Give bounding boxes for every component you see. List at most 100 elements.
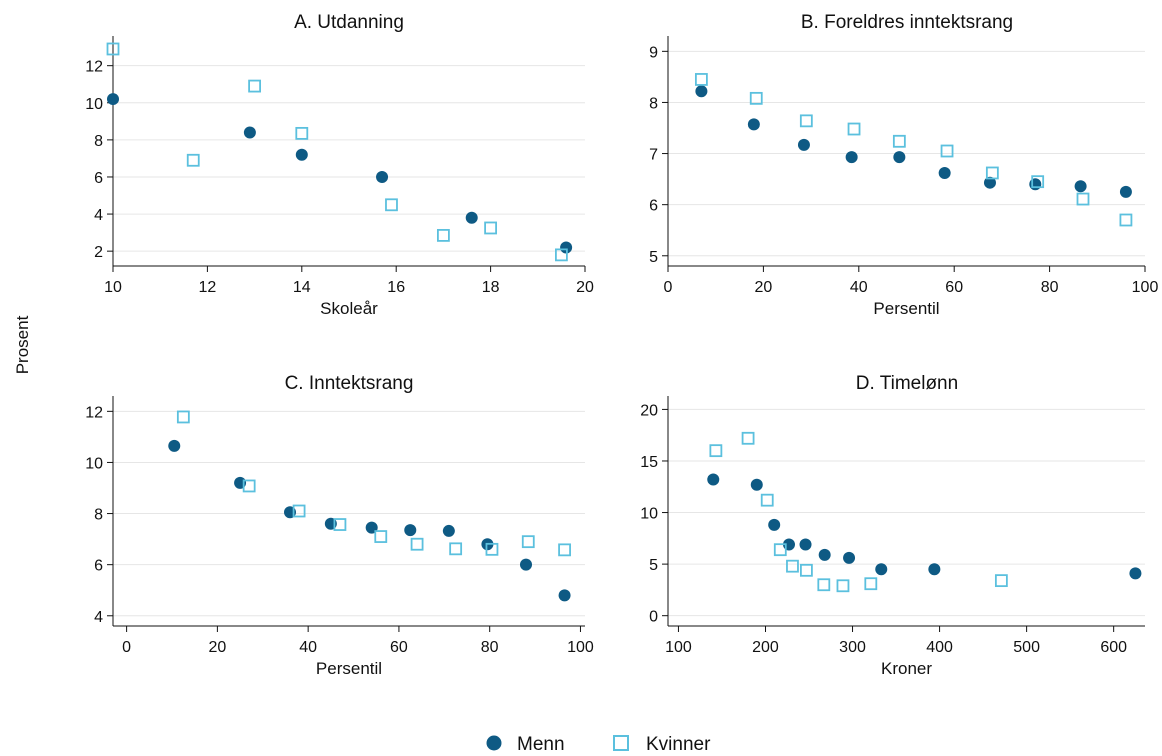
x-axis-label: Kroner xyxy=(881,659,932,678)
x-tick-label: 40 xyxy=(850,279,868,296)
x-tick-label: 0 xyxy=(122,639,131,656)
panel-3: C. Inntektsrang 4 6 8 10 12 0 20 40 60 80 100 Persen… xyxy=(85,373,594,678)
y-tick-label: 5 xyxy=(649,249,658,266)
point-kvinner xyxy=(295,126,309,140)
x-tick-label: 12 xyxy=(199,279,217,296)
point-kvinner xyxy=(385,198,398,212)
point-kvinner xyxy=(694,73,708,86)
point-menn xyxy=(442,524,455,537)
point-kvinner xyxy=(741,431,755,445)
point-menn xyxy=(818,548,831,561)
legend-label-kvinner: Kvinner xyxy=(646,734,711,755)
point-kvinner xyxy=(760,493,774,507)
panel-title: D. Timelønn xyxy=(856,373,958,394)
point-kvinner xyxy=(799,563,813,577)
panel-2: B. Foreldres inntektsrang 5 6 7 8 9 0 20 40 60 80 1… xyxy=(649,12,1158,318)
x-tick-label: 500 xyxy=(1013,639,1040,656)
x-tick-label: 100 xyxy=(1132,279,1159,296)
y-tick-label: 12 xyxy=(85,404,103,421)
x-tick-label: 60 xyxy=(945,279,963,296)
point-kvinner xyxy=(485,542,499,556)
x-tick-label: 100 xyxy=(665,639,692,656)
panel-title: A. Utdanning xyxy=(294,12,404,33)
point-kvinner xyxy=(709,444,723,458)
panel-title: C. Inntektsrang xyxy=(285,373,414,394)
point-menn xyxy=(750,478,763,491)
point-menn xyxy=(845,151,858,164)
y-tick-label: 12 xyxy=(85,59,103,76)
point-kvinner xyxy=(436,228,450,242)
point-menn xyxy=(695,85,708,98)
point-menn xyxy=(768,518,781,531)
point-kvinner xyxy=(484,221,498,235)
point-kvinner xyxy=(994,574,1008,588)
point-kvinner xyxy=(333,518,347,531)
point-menn xyxy=(243,126,256,139)
y-tick-label: 8 xyxy=(649,95,658,112)
x-axis-label: Persentil xyxy=(316,659,382,678)
y-tick-label: 8 xyxy=(94,507,103,524)
x-tick-label: 80 xyxy=(1041,279,1059,296)
point-menn xyxy=(893,151,906,164)
point-kvinner xyxy=(773,543,787,557)
x-tick-label: 20 xyxy=(576,279,594,296)
panels: A. Utdanning 2 4 6 8 10 12 10 12 14 16 18 20 Skoleår B… xyxy=(85,12,1158,678)
y-tick-label: 5 xyxy=(649,557,658,574)
point-kvinner xyxy=(786,559,799,573)
point-menn xyxy=(168,439,181,452)
point-kvinner xyxy=(248,79,262,93)
point-kvinner xyxy=(985,166,999,180)
x-tick-label: 40 xyxy=(299,639,317,656)
panel-1: A. Utdanning 2 4 6 8 10 12 10 12 14 16 18 20 Skoleår xyxy=(85,12,594,318)
point-menn xyxy=(465,211,478,224)
point-menn xyxy=(797,138,810,151)
point-kvinner xyxy=(749,91,763,105)
point-kvinner xyxy=(892,134,906,148)
point-menn xyxy=(107,93,119,106)
y-axis-label: Prosent xyxy=(13,315,32,374)
x-tick-label: 60 xyxy=(390,639,408,656)
point-menn xyxy=(938,166,951,179)
x-tick-label: 20 xyxy=(208,639,226,656)
y-tick-label: 9 xyxy=(649,44,658,61)
x-axis-label: Skoleår xyxy=(320,299,378,318)
point-menn xyxy=(1119,185,1132,198)
point-menn xyxy=(707,473,720,486)
point-kvinner xyxy=(242,479,256,493)
x-tick-label: 0 xyxy=(664,279,673,296)
y-tick-label: 4 xyxy=(94,609,103,626)
x-tick-label: 14 xyxy=(293,279,311,296)
point-kvinner xyxy=(836,579,850,593)
y-tick-label: 4 xyxy=(94,207,103,224)
point-menn xyxy=(928,563,941,576)
y-tick-label: 2 xyxy=(94,244,103,261)
point-kvinner xyxy=(374,530,388,543)
point-menn xyxy=(558,589,571,602)
panel-title: B. Foreldres inntektsrang xyxy=(801,12,1013,33)
x-axis-label: Persentil xyxy=(873,299,939,318)
point-kvinner xyxy=(1076,192,1090,206)
y-tick-label: 10 xyxy=(85,96,103,113)
point-kvinner xyxy=(521,535,535,549)
point-kvinner xyxy=(106,42,120,56)
legend-marker-menn xyxy=(486,735,502,751)
point-kvinner xyxy=(555,248,568,262)
y-tick-label: 8 xyxy=(94,133,103,150)
x-tick-label: 10 xyxy=(104,279,122,296)
point-kvinner xyxy=(176,410,190,424)
point-menn xyxy=(295,148,308,161)
legend-marker-kvinner xyxy=(613,735,629,751)
point-kvinner xyxy=(847,122,861,136)
point-menn xyxy=(875,563,888,576)
point-kvinner xyxy=(817,578,831,592)
panel-4: D. Timelønn 0 5 10 15 20 100 200 300 400 500 600 Kro… xyxy=(640,373,1145,678)
point-menn xyxy=(1029,178,1042,191)
point-kvinner xyxy=(449,542,463,556)
x-tick-label: 400 xyxy=(926,639,953,656)
x-tick-label: 20 xyxy=(755,279,773,296)
x-tick-label: 300 xyxy=(839,639,866,656)
point-menn xyxy=(799,538,812,551)
point-menn xyxy=(404,524,417,537)
y-tick-label: 10 xyxy=(640,506,658,523)
